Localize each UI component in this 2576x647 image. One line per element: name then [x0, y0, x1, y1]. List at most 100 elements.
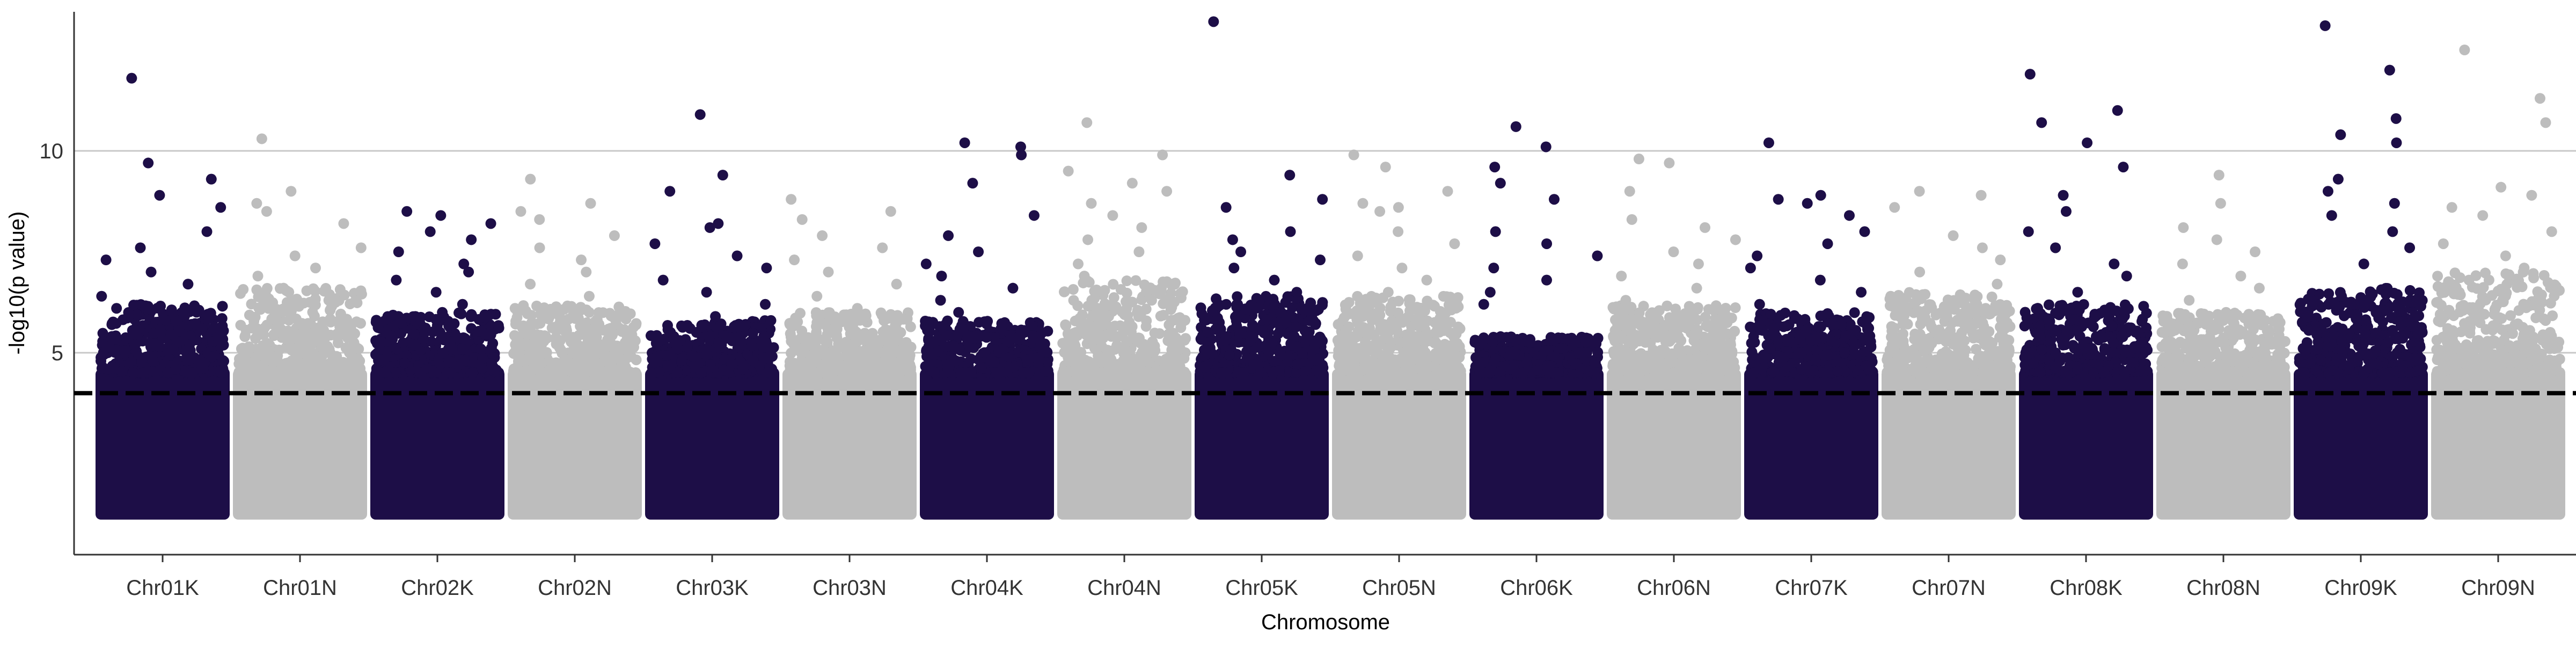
point — [906, 342, 917, 353]
point-peak — [1291, 287, 1302, 297]
point — [616, 365, 627, 375]
point — [1268, 294, 1278, 304]
point-peak — [1479, 299, 1489, 310]
point — [662, 360, 673, 371]
point — [295, 338, 305, 349]
point — [1064, 343, 1074, 353]
point — [976, 362, 986, 373]
point — [233, 359, 244, 369]
point — [1297, 348, 1308, 359]
point — [1570, 338, 1580, 349]
point — [1118, 348, 1129, 359]
point — [1455, 366, 1466, 376]
point-peak — [278, 283, 289, 294]
point — [398, 337, 408, 348]
point — [1340, 346, 1350, 357]
point — [566, 301, 577, 312]
point — [189, 301, 200, 312]
point — [1352, 317, 1363, 328]
point-peak — [1086, 198, 1096, 209]
point — [736, 335, 747, 346]
point — [333, 338, 343, 348]
point-peak — [391, 275, 401, 286]
point-peak — [649, 238, 660, 249]
point — [140, 300, 151, 311]
point-peak — [135, 242, 146, 253]
point — [1384, 344, 1395, 355]
point — [1345, 331, 1356, 342]
point — [1089, 293, 1100, 304]
point — [263, 303, 274, 314]
point — [1273, 328, 1284, 339]
point — [1592, 347, 1603, 358]
point-peak — [1352, 251, 1363, 261]
point — [826, 314, 837, 324]
point — [838, 314, 849, 325]
point — [1406, 321, 1417, 332]
point-peak — [1511, 121, 1521, 132]
point — [647, 354, 657, 365]
point-peak — [710, 311, 721, 322]
point — [325, 305, 335, 316]
point — [992, 368, 1002, 379]
point-peak — [1374, 206, 1385, 217]
point-peak — [1349, 150, 1359, 161]
point — [570, 348, 581, 359]
point-peak — [1285, 226, 1296, 237]
point — [508, 366, 519, 376]
point — [486, 364, 496, 375]
point — [409, 329, 420, 339]
point-peak — [1396, 263, 1407, 273]
point — [1099, 285, 1110, 296]
point — [561, 325, 572, 336]
point — [1437, 313, 1448, 324]
point — [1102, 345, 1113, 355]
point — [1231, 316, 1242, 326]
point — [1042, 326, 1053, 337]
point — [291, 294, 302, 304]
point-peak — [817, 230, 828, 241]
point — [1022, 354, 1033, 365]
point — [571, 367, 582, 378]
point-peak — [1208, 16, 1219, 27]
point — [144, 338, 155, 348]
point — [1311, 365, 1322, 376]
point — [1381, 333, 1392, 344]
point — [1301, 331, 1312, 341]
point — [822, 329, 832, 340]
point — [1436, 348, 1446, 359]
point — [246, 299, 257, 309]
point — [356, 289, 367, 300]
point — [1404, 306, 1415, 316]
point-peak — [1107, 210, 1118, 221]
point — [1570, 359, 1581, 369]
point — [662, 320, 673, 331]
point — [174, 326, 185, 337]
point — [238, 343, 248, 354]
point — [766, 315, 777, 326]
point — [1023, 367, 1034, 378]
point — [652, 330, 662, 341]
point — [758, 331, 769, 341]
point — [1216, 368, 1227, 379]
point — [428, 326, 438, 337]
point — [148, 356, 158, 367]
point — [482, 329, 493, 340]
point — [477, 353, 488, 364]
point — [1238, 367, 1249, 378]
point-peak — [581, 267, 591, 278]
point-peak — [146, 267, 157, 278]
point-peak — [1495, 178, 1506, 188]
point-peak — [286, 186, 296, 197]
point — [1314, 353, 1324, 364]
point — [1546, 332, 1556, 343]
point-peak — [1541, 141, 1552, 152]
point — [309, 311, 320, 322]
point-peak — [510, 303, 521, 314]
point — [1166, 351, 1176, 362]
point — [1199, 312, 1210, 323]
point — [1352, 291, 1363, 302]
point — [1551, 367, 1562, 378]
point — [163, 367, 173, 377]
point — [517, 323, 528, 333]
